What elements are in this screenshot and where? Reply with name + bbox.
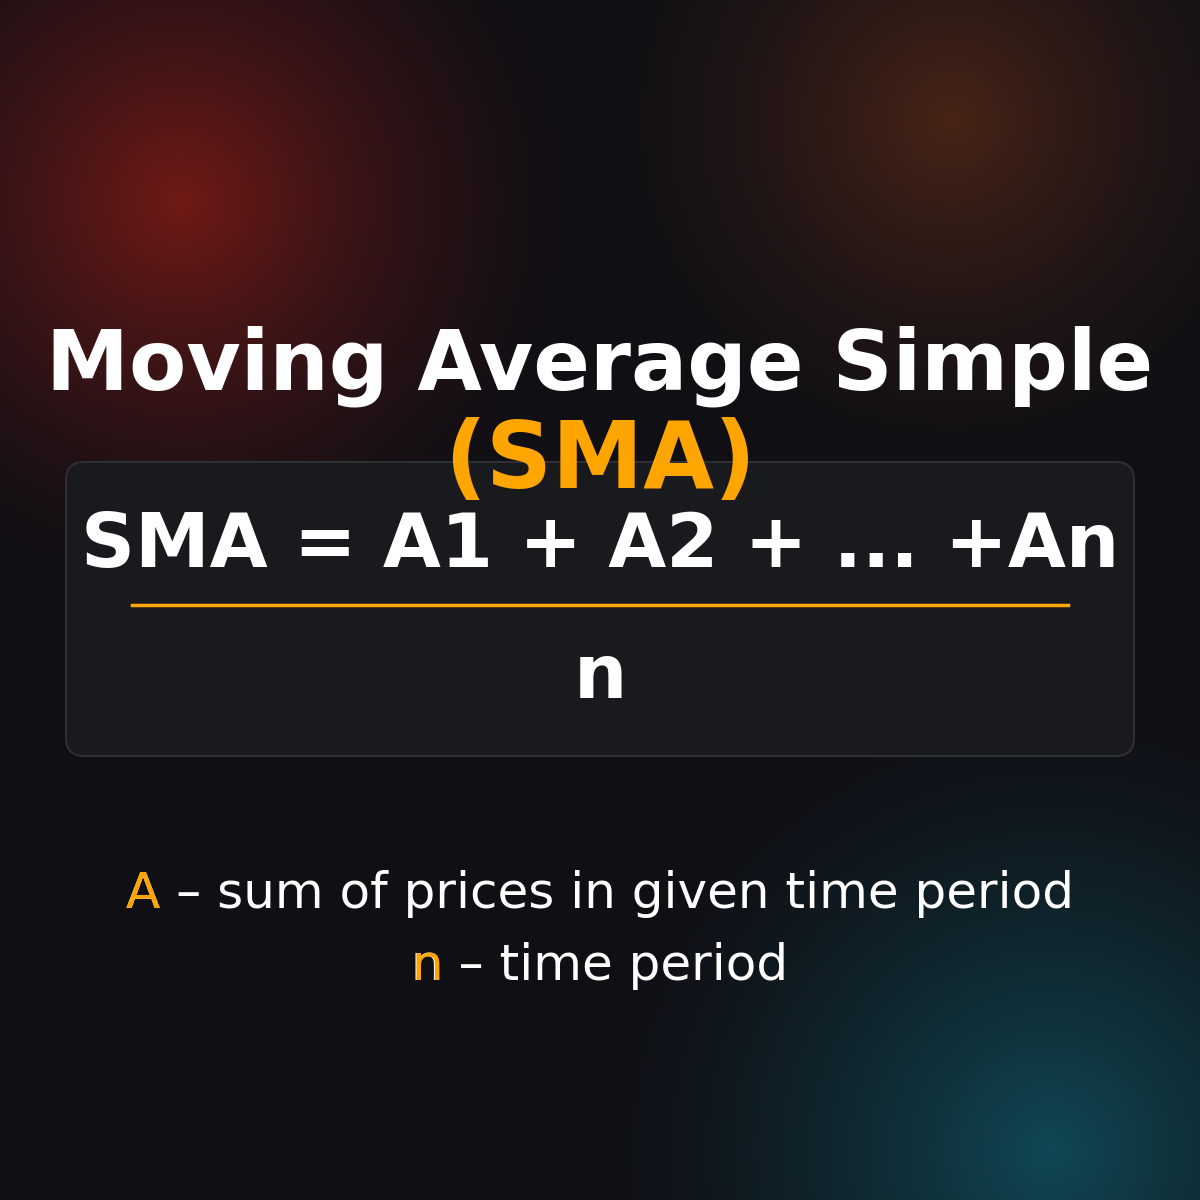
Text: n: n [412,942,443,990]
Text: SMA = A1 + A2 + ... +An: SMA = A1 + A2 + ... +An [80,510,1120,582]
FancyBboxPatch shape [66,462,1134,756]
Text: A: A [126,870,161,918]
Text: n: n [574,642,626,714]
Text: Moving Average Simple: Moving Average Simple [47,325,1153,407]
Text: (SMA): (SMA) [444,416,756,506]
Text: n – time period: n – time period [412,942,788,990]
Text: A – sum of prices in given time period: A – sum of prices in given time period [126,870,1074,918]
